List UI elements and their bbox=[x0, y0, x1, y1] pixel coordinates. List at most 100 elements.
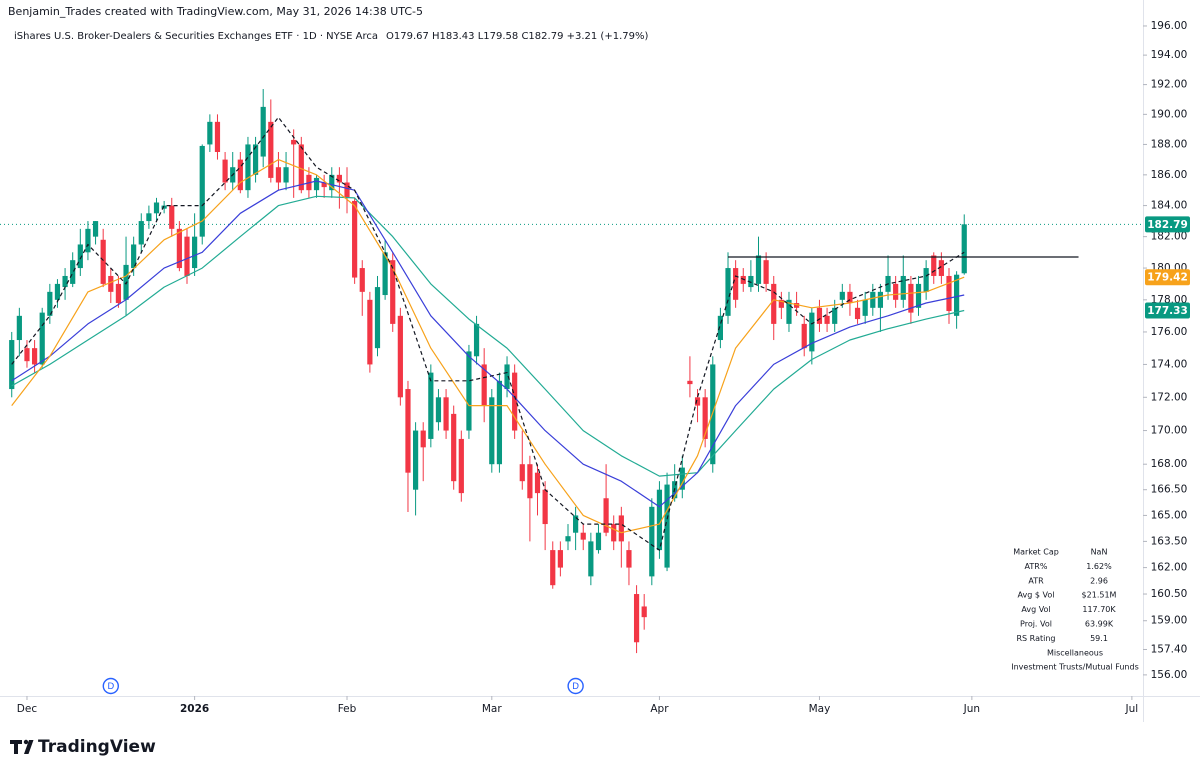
candle-body bbox=[260, 106, 266, 157]
y-tick-label: 156.00 bbox=[1151, 669, 1188, 681]
candle-body bbox=[755, 255, 762, 284]
info-value: 117.70K bbox=[1082, 605, 1116, 614]
candle-body bbox=[207, 121, 213, 145]
candle-body bbox=[915, 283, 922, 308]
x-tick-label: May bbox=[809, 703, 831, 715]
candle-body bbox=[405, 389, 411, 473]
candle-body bbox=[184, 236, 190, 276]
info-value: 2.96 bbox=[1090, 576, 1108, 585]
candle-body bbox=[603, 498, 609, 533]
candle-body bbox=[100, 239, 106, 284]
candle-body bbox=[138, 221, 144, 245]
candle-body bbox=[793, 303, 800, 308]
candle-body bbox=[908, 283, 914, 313]
info-label: ATR% bbox=[1025, 562, 1048, 571]
candle-body bbox=[9, 340, 15, 390]
y-tick-label: 174.00 bbox=[1151, 358, 1188, 370]
candle-body bbox=[146, 213, 152, 222]
candle-body bbox=[39, 312, 45, 365]
candle-body bbox=[115, 283, 122, 304]
y-tick-label: 165.00 bbox=[1151, 509, 1188, 521]
candle-body bbox=[108, 275, 114, 292]
candle-body bbox=[352, 200, 358, 278]
candle-body bbox=[123, 264, 129, 300]
y-tick-label: 176.00 bbox=[1151, 326, 1188, 338]
y-tick-label: 186.00 bbox=[1151, 169, 1188, 181]
y-tick-label: 192.00 bbox=[1151, 79, 1188, 91]
candle-body bbox=[321, 182, 327, 188]
info-value: $21.51M bbox=[1082, 591, 1117, 600]
candle-body bbox=[542, 489, 548, 525]
candle-body bbox=[847, 291, 853, 304]
candle-body bbox=[557, 550, 563, 568]
candle-body bbox=[893, 283, 899, 300]
candle-body bbox=[877, 291, 884, 308]
candle-body bbox=[458, 438, 464, 494]
y-tick-label: 157.40 bbox=[1151, 643, 1188, 655]
y-tick-label: 159.00 bbox=[1151, 615, 1188, 627]
candle-body bbox=[595, 532, 602, 551]
candle-body bbox=[169, 205, 175, 229]
info-label: ATR bbox=[1028, 576, 1044, 585]
candle-body bbox=[824, 315, 830, 324]
info-label: Proj. Vol bbox=[1020, 620, 1052, 629]
dividend-marker bbox=[102, 677, 119, 695]
candle-body bbox=[923, 268, 929, 292]
candle-body bbox=[778, 299, 784, 308]
candle-body bbox=[527, 464, 533, 499]
candle-body bbox=[54, 283, 61, 300]
dividend-label: D bbox=[107, 682, 114, 692]
symbol-line: iShares U.S. Broker-Dealers & Securities… bbox=[14, 31, 648, 42]
info-label: Avg $ Vol bbox=[1018, 591, 1055, 600]
ma-line bbox=[11, 116, 965, 551]
candle-body bbox=[565, 536, 571, 542]
candle-body bbox=[961, 224, 967, 274]
x-tick-label: Mar bbox=[482, 703, 502, 715]
candle-body bbox=[275, 167, 282, 183]
candle-body bbox=[192, 236, 198, 269]
candle-body bbox=[412, 430, 419, 490]
y-tick-label: 160.50 bbox=[1151, 588, 1188, 600]
x-tick-label: Jul bbox=[1125, 703, 1139, 715]
candle-body bbox=[816, 307, 823, 324]
candle-body bbox=[252, 144, 259, 175]
y-tick-label: 170.00 bbox=[1151, 425, 1188, 437]
info-label: Avg Vol bbox=[1021, 605, 1050, 614]
candle-body bbox=[664, 484, 670, 568]
candle-body bbox=[473, 323, 480, 357]
candle-body bbox=[694, 397, 701, 406]
candle-body bbox=[374, 287, 381, 349]
price-tag-label: 182.79 bbox=[1147, 219, 1188, 231]
candle-body bbox=[237, 159, 243, 191]
candle-body bbox=[618, 515, 624, 542]
candle-body bbox=[176, 228, 182, 269]
candle-body bbox=[313, 177, 320, 191]
candle-body bbox=[298, 144, 304, 191]
candle-body bbox=[633, 594, 640, 643]
plot: 196.00 194.00 192.00 190.00 188.00 186.00 184.… bbox=[0, 20, 1190, 715]
price-tag-label: 179.42 bbox=[1147, 272, 1188, 284]
info-note: Investment Trusts/Mutual Funds bbox=[1011, 663, 1139, 672]
candle-body bbox=[504, 364, 510, 390]
ohlc: O179.67 H183.43 L179.58 C182.79 +3.21 (+… bbox=[386, 31, 648, 42]
candle-body bbox=[854, 307, 861, 320]
ma-line bbox=[11, 180, 965, 508]
candle-body bbox=[550, 550, 556, 586]
info-note: Miscellaneous bbox=[1047, 648, 1103, 657]
candle-body bbox=[283, 167, 289, 183]
candle-body bbox=[92, 221, 99, 237]
y-tick-label: 166.50 bbox=[1151, 484, 1188, 496]
candle-body bbox=[588, 541, 594, 577]
candle-body bbox=[687, 380, 693, 385]
y-tick-label: 196.00 bbox=[1151, 20, 1188, 32]
candle-body bbox=[786, 299, 792, 324]
brand: TradingView bbox=[38, 737, 156, 757]
candle-body bbox=[725, 268, 731, 316]
dividend-marker bbox=[567, 677, 584, 695]
candle-body bbox=[397, 315, 403, 398]
candle-body bbox=[938, 260, 944, 276]
candle-body bbox=[336, 174, 342, 183]
logo-mark bbox=[24, 740, 34, 754]
candle-body bbox=[329, 174, 335, 191]
candle-body bbox=[435, 397, 442, 423]
